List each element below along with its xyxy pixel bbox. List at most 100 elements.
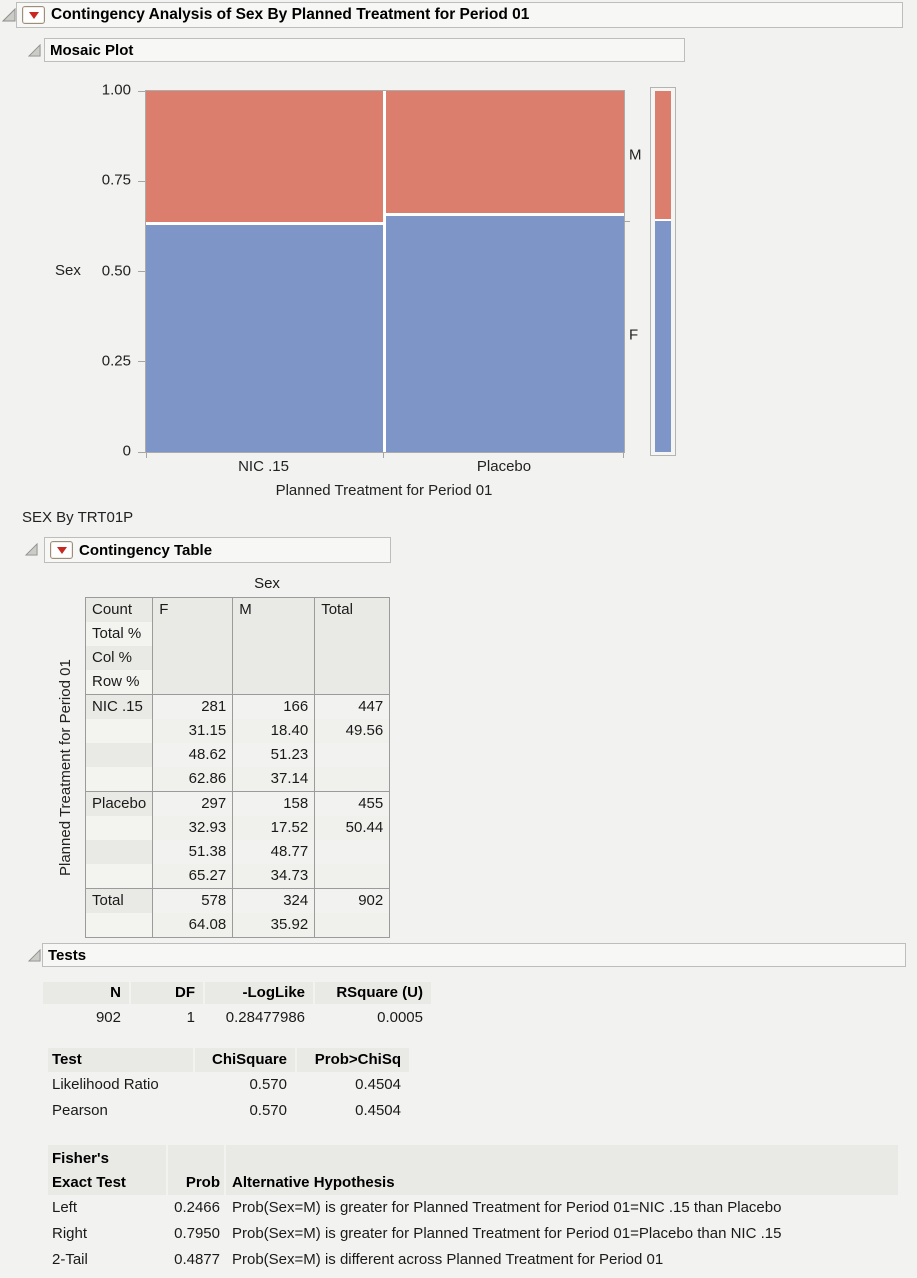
contingency-red-triangle-menu-button[interactable] — [50, 541, 73, 559]
y-tick-mark — [138, 451, 145, 453]
mosaic-segment-placebo-f[interactable] — [385, 216, 624, 452]
fisher-row-prob: 0.2466 — [174, 1199, 220, 1216]
disclosure-triangle-tests-icon[interactable] — [28, 949, 42, 963]
value-n: 902 — [95, 1009, 121, 1026]
y-tick-mark — [138, 90, 145, 92]
stat-label-col-pct: Col % — [92, 649, 133, 666]
mosaic-plot-area — [138, 90, 630, 458]
stat-label-total-pct: Total % — [86, 622, 153, 646]
stat-label-count: Count — [92, 601, 133, 618]
row-label-total: Total — [84, 888, 154, 938]
column-header-total: Total — [314, 597, 391, 695]
disclosure-triangle-mosaic-icon[interactable] — [28, 44, 42, 58]
value-rsquare: 0.0005 — [377, 1009, 423, 1026]
value-loglike: 0.28477986 — [225, 1009, 305, 1026]
mosaic-total-bar — [655, 91, 671, 452]
test-chisquare: 0.570 — [249, 1076, 287, 1093]
stat-labels-cell: Count Total % Col % Row % — [84, 597, 154, 695]
column-header-df: DF — [131, 982, 203, 1004]
tests-title-bar: Tests — [42, 943, 906, 967]
mosaic-column-nic15 — [146, 91, 383, 452]
level-label-f: F — [629, 326, 639, 344]
mosaic-column-placebo — [385, 91, 624, 452]
y-tick-label: 0 — [122, 442, 131, 460]
cell-placebo-m: 158 17.52 48.77 34.73 — [232, 791, 316, 889]
y-tick-mark — [138, 180, 145, 182]
fisher-row-prob: 0.4877 — [174, 1251, 220, 1268]
column-header-chisquare: ChiSquare — [195, 1048, 295, 1072]
y-tick-label: 1.00 — [101, 81, 131, 99]
test-prob: 0.4504 — [355, 1076, 401, 1093]
value-df: 1 — [186, 1009, 195, 1026]
cell-nic15-total: 447 49.56 — [314, 694, 391, 792]
x-axis-title: Planned Treatment for Period 01 — [275, 482, 493, 499]
column-header-prob-chisq: Prob>ChiSq — [297, 1048, 409, 1072]
y-axis-tick-labels: 1.00 0.75 0.50 0.25 0 — [93, 82, 135, 460]
column-header-rsquare: RSquare (U) — [315, 982, 431, 1004]
mosaic-total-segment-m[interactable] — [655, 91, 671, 221]
row-label-placebo: Placebo — [84, 791, 154, 889]
fisher-row-name: Left — [52, 1199, 78, 1216]
level-label-m: M — [629, 146, 642, 164]
mosaic-total-segment-f[interactable] — [655, 220, 671, 452]
y-tick-label: 0.50 — [101, 262, 131, 279]
y-tick-mark — [138, 271, 145, 272]
test-chisquare: 0.570 — [249, 1102, 287, 1119]
x-tick-mark — [623, 452, 624, 458]
mosaic-segment-placebo-m[interactable] — [385, 91, 624, 217]
red-triangle-menu-button[interactable] — [22, 6, 45, 24]
red-triangle-icon — [56, 546, 67, 554]
y-tick-mark — [138, 361, 145, 363]
red-triangle-icon — [28, 11, 39, 19]
report-title-bar: Contingency Analysis of Sex By Planned T… — [16, 2, 903, 28]
tests-summary-table: N DF -LogLike RSquare (U) 902 1 0.284779… — [43, 982, 431, 1026]
x-tick-mark — [146, 452, 147, 458]
y-tick-label: 0.75 — [101, 171, 131, 189]
table-row: NIC .15 281 31.15 48.62 62.86 166 18.40 … — [84, 694, 391, 792]
cell-nic15-f: 281 31.15 48.62 62.86 — [152, 694, 234, 792]
cell-total-total: 902 — [314, 888, 391, 938]
x-tick-mark — [382, 452, 384, 458]
row-label-nic15: NIC .15 — [84, 694, 154, 792]
disclosure-triangle-report-icon[interactable] — [2, 8, 16, 22]
column-header-m: M — [232, 597, 316, 695]
mosaic-segment-nic15-f[interactable] — [146, 225, 383, 452]
table-row: Placebo 297 32.93 51.38 65.27 158 17.52 … — [84, 791, 391, 889]
fisher-row-name: 2-Tail — [52, 1251, 88, 1268]
cell-nic15-m: 166 18.40 51.23 37.14 — [232, 694, 316, 792]
table-row-total: Total 578 64.08 324 35.92 902 — [84, 888, 391, 938]
subcaption-sex-by-trt01p: SEX By TRT01P — [22, 509, 134, 526]
column-header-prob: Prob — [168, 1145, 224, 1195]
cell-total-f: 578 64.08 — [152, 888, 234, 938]
stat-label-row-pct: Row % — [86, 670, 153, 694]
fisher-row-alt: Prob(Sex=M) is greater for Planned Treat… — [232, 1225, 782, 1242]
column-group-label: Sex — [254, 575, 280, 592]
chisquare-tests-table: Test ChiSquare Prob>ChiSq Likelihood Rat… — [48, 1048, 409, 1124]
mosaic-plot-title: Mosaic Plot — [50, 41, 134, 59]
fisher-row-name: Right — [52, 1225, 88, 1242]
fisher-row-prob: 0.7950 — [174, 1225, 220, 1242]
cell-placebo-f: 297 32.93 51.38 65.27 — [152, 791, 234, 889]
column-header-test: Test — [48, 1048, 193, 1072]
contingency-table-title-bar: Contingency Table — [44, 537, 391, 563]
fisher-row-alt: Prob(Sex=M) is different across Planned … — [232, 1251, 664, 1268]
cell-total-m: 324 35.92 — [232, 888, 316, 938]
row-group-label: Planned Treatment for Period 01 — [57, 659, 74, 876]
x-tick-label-nic15: NIC .15 — [238, 458, 289, 475]
mosaic-columns — [146, 91, 624, 452]
cell-placebo-total: 455 50.44 — [314, 791, 391, 889]
column-header-alternative-hypothesis: Alternative Hypothesis — [226, 1145, 898, 1195]
contingency-table-title: Contingency Table — [79, 541, 213, 559]
disclosure-triangle-contingency-icon[interactable] — [25, 543, 39, 557]
fisher-row-alt: Prob(Sex=M) is greater for Planned Treat… — [232, 1199, 782, 1216]
column-header-f: F — [152, 597, 234, 695]
column-header-n: N — [43, 982, 129, 1004]
mosaic-plot-title-bar: Mosaic Plot — [44, 38, 685, 62]
tests-title: Tests — [48, 946, 87, 964]
mosaic-segment-nic15-m[interactable] — [146, 91, 383, 226]
y-tick-label: 0.25 — [101, 352, 131, 370]
test-prob: 0.4504 — [355, 1102, 401, 1119]
contingency-table: Count Total % Col % Row % F M Total NIC … — [84, 597, 391, 938]
test-name: Likelihood Ratio — [52, 1076, 159, 1093]
